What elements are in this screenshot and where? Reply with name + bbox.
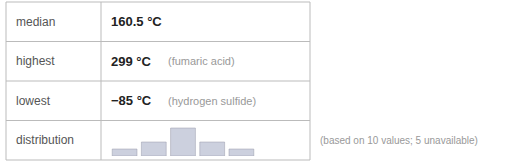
svg-text:(hydrogen sulfide): (hydrogen sulfide)	[168, 95, 256, 107]
svg-text:lowest: lowest	[16, 94, 51, 108]
svg-text:(fumaric acid): (fumaric acid)	[168, 55, 235, 67]
svg-text:299 °C: 299 °C	[111, 54, 152, 69]
svg-text:−85 °C: −85 °C	[111, 93, 152, 108]
svg-text:distribution: distribution	[16, 133, 74, 147]
svg-text:(based on 10 values; 5 unavail: (based on 10 values; 5 unavailable)	[320, 135, 478, 146]
svg-text:median: median	[16, 15, 55, 29]
svg-text:160.5 °C: 160.5 °C	[111, 14, 162, 29]
svg-text:highest: highest	[16, 54, 55, 68]
